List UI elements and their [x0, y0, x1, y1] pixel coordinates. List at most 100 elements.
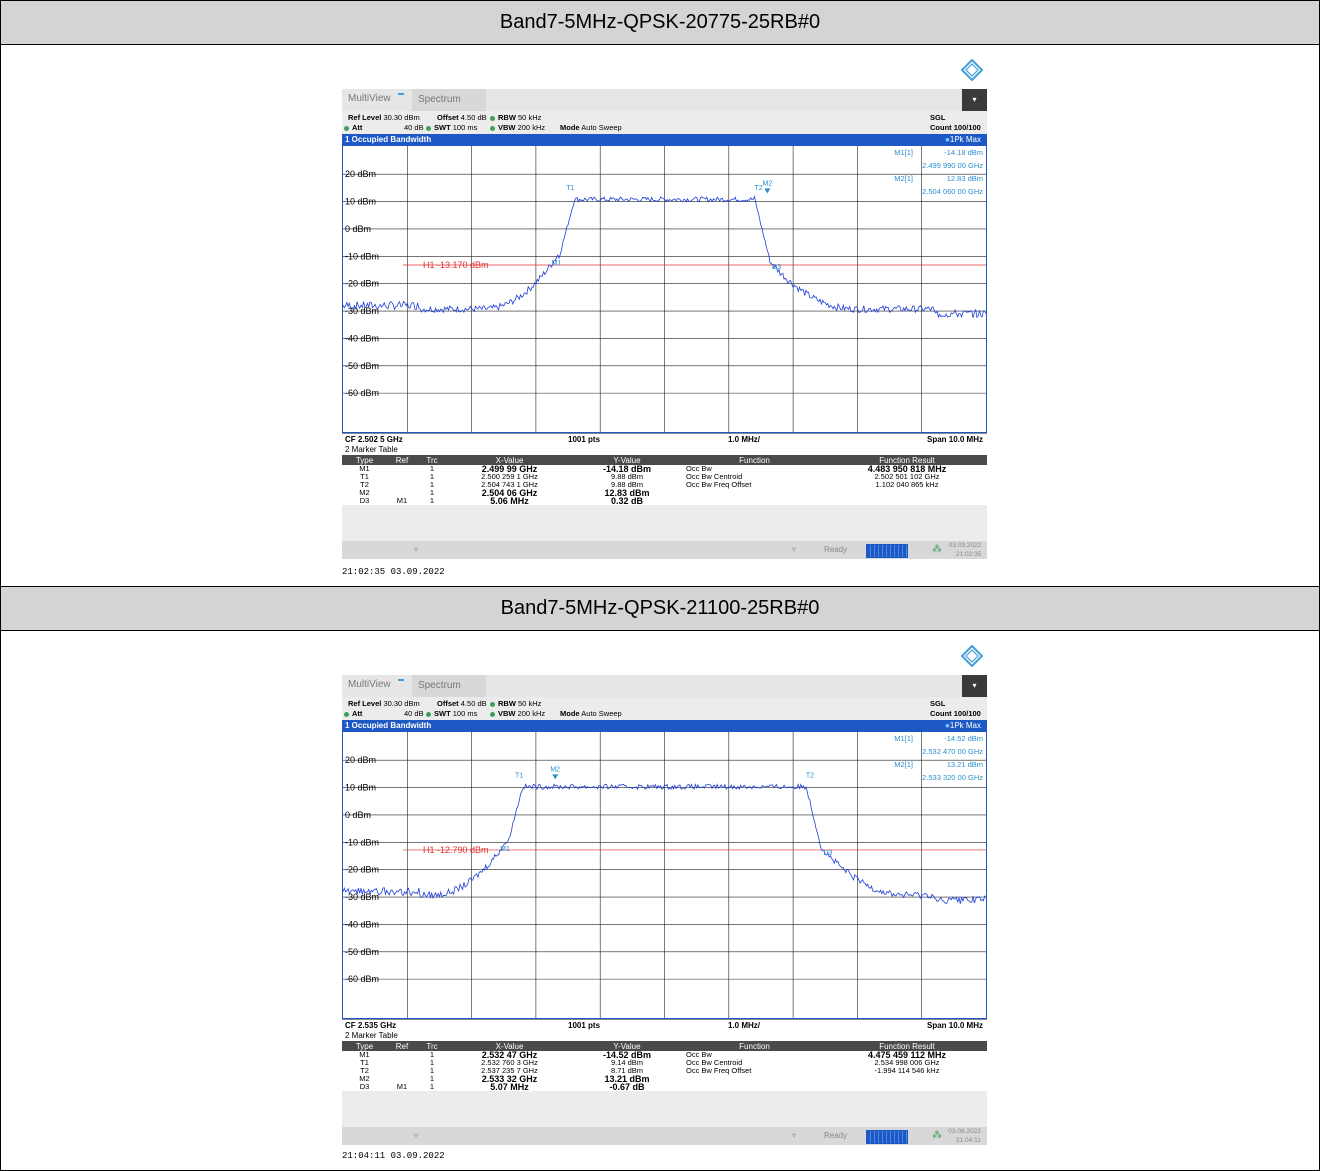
table-header: Function: [682, 1041, 827, 1051]
table-cell: T1: [360, 472, 369, 481]
y-tick-label: -40 dBm: [345, 333, 379, 343]
table-cell: T2: [360, 480, 369, 489]
mode-value: Auto Sweep: [581, 709, 622, 718]
marker-d3: D3: [823, 850, 832, 857]
table-cell: -14.52 dBm: [602, 1050, 652, 1060]
table-cell: Occ Bw: [686, 464, 712, 473]
marker-m2-icon: [552, 774, 559, 780]
x-axis-footer: CF 2.535 GHz 1001 pts 1.0 MHz/ Span 10.0…: [342, 1019, 987, 1031]
y-tick-label: 10 dBm: [345, 783, 376, 793]
table-cell: [387, 481, 417, 489]
settings-line-1: Ref Level 30.30 dBm Offset 4.50 dB RBW 5…: [342, 113, 987, 123]
table-row: M2 1 2.504 06 GHz 12.83 dBm: [342, 488, 987, 498]
y-tick-label: 20 dBm: [345, 169, 376, 179]
spectrum-plot[interactable]: 20 dBm 10 dBm 0 dBm -10 dBm -20 dBm -30 dBm -4…: [342, 145, 987, 433]
table-cell: -1.994 114 546 kHz: [874, 1066, 940, 1075]
status-ready: Ready: [824, 545, 848, 554]
panel-2: MultiView Spectrum ▾ Ref Level 30.30 dBm…: [1, 631, 1319, 1170]
table-header: Function Result: [827, 1041, 987, 1051]
table-cell: 12.83 dBm: [604, 488, 650, 498]
settings-line-1: Ref Level 30.30 dBm Offset 4.50 dB RBW 5…: [342, 699, 987, 709]
table-cell: D3: [359, 1082, 370, 1091]
vbw-label: VBW: [498, 123, 516, 132]
table-cell: 2.534 998 006 GHz: [874, 1058, 940, 1067]
window-title-bar: 1 Occupied Bandwidth ●1Pk Max: [342, 720, 987, 731]
marker-table: Type Ref Trc X-Value Y-Value Function Function…: [342, 1041, 987, 1092]
mode-value: Auto Sweep: [581, 123, 622, 132]
table-header: Y-Value: [572, 455, 682, 465]
status-date: 03.09.2022: [948, 542, 982, 549]
table-row: M1 1 2.499 99 GHz -14.18 dBm Occ Bw 4.483 950…: [342, 464, 987, 474]
rs-logo-icon: [961, 59, 983, 81]
table-row: T1 1 2.532 760 3 GHz 9.14 dBm Occ Bw Centroi…: [342, 1059, 987, 1067]
panel-1: MultiView Spectrum ▾ Ref Level 30.30 dBm…: [1, 45, 1319, 586]
table-cell: [387, 473, 417, 481]
table-cell: D3: [359, 496, 370, 505]
att-value: 40 dB: [404, 709, 424, 718]
spectrum-analyzer-screen: MultiView Spectrum ▾ Ref Level 30.30 dBm…: [342, 89, 987, 559]
rbw-value: 50 kHz: [518, 113, 542, 122]
table-cell: M2: [359, 488, 370, 497]
table-cell: Occ Bw Freq Offset: [686, 480, 752, 489]
table-header: Y-Value: [572, 1041, 682, 1051]
table-cell: -14.18 dBm: [602, 464, 652, 474]
span: Span 10.0 MHz: [926, 435, 983, 444]
att-label: Att: [352, 123, 363, 132]
window-title: 1 Occupied Bandwidth: [345, 721, 432, 730]
rbw-label: RBW: [498, 113, 516, 122]
sgl-indicator: SGL: [930, 113, 946, 122]
network-icon: ⁂: [932, 544, 942, 555]
table-header: Ref: [387, 455, 417, 465]
table-cell: 2.502 501 102 GHz: [874, 472, 940, 481]
table-cell: 9.88 dBm: [610, 472, 644, 481]
rbw-value: 50 kHz: [518, 699, 542, 708]
table-header: X-Value: [447, 455, 572, 465]
mode-label: Mode: [560, 123, 580, 132]
table-cell: 5.07 MHz: [490, 1082, 529, 1092]
y-tick-label: -60 dBm: [345, 974, 379, 984]
capture-timestamp: 21:04:11 03.09.2022: [342, 1151, 445, 1161]
vbw-value: 200 kHz: [517, 709, 546, 718]
trace-label: ●1Pk Max: [945, 721, 981, 730]
spectrum-graph: 20 dBm 10 dBm 0 dBm -10 dBm -20 dBm -30 dBm -4…: [342, 146, 987, 432]
table-cell: M1: [396, 496, 408, 505]
tab-spectrum[interactable]: Spectrum: [412, 675, 486, 697]
table-cell: 1: [429, 480, 435, 489]
ref-level-label: Ref Level: [348, 113, 382, 122]
m2-readout-level: 13.21 dBm: [947, 760, 983, 769]
window-title: 1 Occupied Bandwidth: [345, 135, 432, 144]
status-date: 03.09.2022: [948, 1128, 981, 1135]
spectrum-plot[interactable]: 20 dBm 10 dBm 0 dBm -10 dBm -20 dBm -30 dBm -4…: [342, 731, 987, 1019]
tab-spectrum[interactable]: Spectrum: [412, 89, 486, 111]
table-cell: 2.504 06 GHz: [481, 488, 538, 498]
tab-multiview[interactable]: MultiView: [348, 679, 391, 690]
table-cell: Occ Bw Freq Offset: [686, 1066, 752, 1075]
table-cell: [387, 1059, 417, 1067]
table-cell: Occ Bw: [686, 1050, 712, 1059]
swt-value: 100 ms: [452, 123, 478, 132]
table-cell: 1: [429, 1066, 435, 1075]
y-tick-label: 0 dBm: [345, 810, 371, 820]
sweep-count: Count 100/100: [930, 123, 981, 132]
tab-indicator: [398, 93, 404, 95]
tab-multiview[interactable]: MultiView: [348, 93, 391, 104]
spectrum-analyzer-screen: MultiView Spectrum ▾ Ref Level 30.30 dBm…: [342, 675, 987, 1145]
att-label: Att: [352, 709, 363, 718]
table-cell: 5.06 MHz: [490, 496, 529, 506]
marker-t2: T2: [754, 185, 762, 192]
marker-t1: T1: [566, 185, 574, 192]
y-tick-label: -10 dBm: [345, 837, 379, 847]
dropdown-button[interactable]: ▾: [962, 675, 987, 697]
table-cell: [682, 1083, 827, 1091]
y-tick-label: -60 dBm: [345, 388, 379, 398]
y-tick-label: -20 dBm: [345, 865, 379, 875]
m2-readout-frequency: 2.504 060 00 GHz: [922, 187, 983, 196]
offset-label: Offset: [437, 113, 459, 122]
table-cell: 4.475 459 112 MHz: [867, 1050, 947, 1060]
m1-readout-frequency: 2.499 990 00 GHz: [922, 161, 983, 170]
marker-t1: T1: [515, 773, 523, 780]
y-tick-label: -50 dBm: [345, 361, 379, 371]
dropdown-button[interactable]: ▾: [962, 89, 987, 111]
table-cell: Occ Bw Centroid: [686, 472, 743, 481]
m1-readout-level: -14.18 dBm: [944, 148, 983, 157]
